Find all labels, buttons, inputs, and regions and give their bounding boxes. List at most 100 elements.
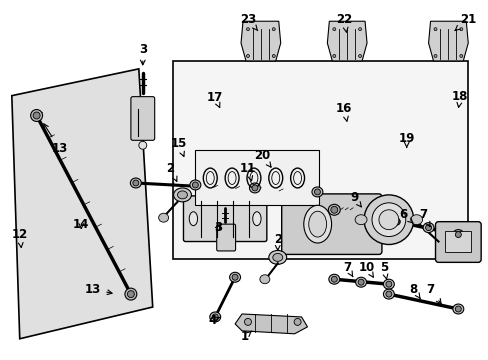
Text: 7: 7 [343, 261, 352, 277]
FancyBboxPatch shape [183, 196, 266, 242]
Text: 6: 6 [399, 208, 412, 223]
Ellipse shape [252, 212, 261, 226]
Text: 11: 11 [239, 162, 256, 181]
Ellipse shape [355, 277, 366, 287]
FancyBboxPatch shape [131, 96, 154, 140]
Ellipse shape [212, 314, 218, 320]
Text: 19: 19 [398, 132, 414, 148]
Ellipse shape [173, 188, 191, 202]
Text: 13: 13 [43, 124, 67, 155]
Polygon shape [326, 21, 366, 61]
Text: 18: 18 [451, 90, 468, 107]
Ellipse shape [357, 279, 364, 285]
Ellipse shape [459, 54, 462, 58]
Ellipse shape [454, 231, 460, 238]
Polygon shape [241, 21, 280, 61]
Ellipse shape [330, 206, 337, 213]
Ellipse shape [452, 230, 463, 239]
Ellipse shape [268, 251, 286, 264]
Ellipse shape [358, 28, 361, 31]
Ellipse shape [139, 141, 146, 149]
Text: 23: 23 [239, 13, 257, 31]
Ellipse shape [246, 54, 249, 58]
Polygon shape [235, 314, 307, 334]
Text: 14: 14 [73, 218, 89, 231]
Ellipse shape [177, 191, 187, 199]
FancyBboxPatch shape [216, 224, 235, 251]
Ellipse shape [385, 281, 391, 287]
Ellipse shape [272, 28, 275, 31]
Ellipse shape [327, 204, 340, 215]
Ellipse shape [331, 276, 337, 282]
Ellipse shape [425, 225, 431, 231]
Text: 3: 3 [139, 42, 146, 65]
Ellipse shape [364, 195, 413, 244]
FancyBboxPatch shape [281, 194, 381, 255]
Ellipse shape [371, 203, 405, 237]
Text: 2: 2 [273, 233, 281, 250]
Ellipse shape [272, 253, 282, 261]
Text: 16: 16 [335, 102, 352, 121]
FancyBboxPatch shape [435, 222, 480, 262]
Bar [195, 150, 319, 205]
Text: 4: 4 [208, 314, 219, 327]
Polygon shape [427, 21, 468, 61]
Ellipse shape [232, 274, 238, 280]
Ellipse shape [314, 189, 320, 195]
Ellipse shape [158, 213, 168, 222]
Ellipse shape [410, 215, 422, 225]
Bar [172, 61, 468, 260]
Ellipse shape [189, 180, 201, 190]
Ellipse shape [383, 289, 393, 299]
Text: 13: 13 [85, 283, 112, 296]
Ellipse shape [354, 215, 366, 225]
Ellipse shape [124, 288, 137, 300]
Ellipse shape [308, 211, 326, 237]
Ellipse shape [251, 185, 257, 191]
Ellipse shape [328, 274, 339, 284]
Ellipse shape [272, 54, 275, 58]
Text: 12: 12 [12, 228, 28, 247]
Polygon shape [12, 69, 152, 339]
Ellipse shape [332, 54, 335, 58]
Ellipse shape [311, 187, 322, 197]
Ellipse shape [385, 291, 391, 297]
Ellipse shape [383, 279, 393, 289]
Text: 9: 9 [349, 192, 361, 207]
Ellipse shape [33, 112, 40, 119]
Text: 7: 7 [419, 208, 429, 227]
Ellipse shape [422, 223, 433, 233]
Ellipse shape [133, 180, 139, 186]
Ellipse shape [209, 312, 220, 322]
Ellipse shape [459, 28, 462, 31]
Ellipse shape [127, 291, 134, 298]
Ellipse shape [192, 182, 198, 188]
Ellipse shape [246, 28, 249, 31]
Text: 3: 3 [214, 221, 222, 234]
Ellipse shape [393, 219, 399, 225]
Text: 15: 15 [170, 137, 186, 157]
Ellipse shape [249, 183, 260, 193]
Ellipse shape [378, 210, 398, 230]
Ellipse shape [130, 178, 141, 188]
Ellipse shape [31, 109, 42, 121]
Ellipse shape [259, 275, 269, 284]
Ellipse shape [293, 319, 301, 325]
Text: 7: 7 [426, 283, 440, 304]
Ellipse shape [244, 319, 251, 325]
Ellipse shape [433, 54, 436, 58]
Text: 2: 2 [166, 162, 177, 181]
Text: 10: 10 [358, 261, 374, 277]
Ellipse shape [390, 216, 402, 227]
Ellipse shape [332, 28, 335, 31]
Text: 17: 17 [207, 91, 223, 108]
Ellipse shape [452, 304, 463, 314]
Text: 5: 5 [379, 261, 387, 279]
Text: 1: 1 [241, 330, 251, 343]
Ellipse shape [189, 212, 197, 226]
Ellipse shape [433, 28, 436, 31]
Ellipse shape [390, 217, 402, 227]
Text: 8: 8 [409, 283, 419, 298]
Bar [445, 231, 470, 252]
Ellipse shape [358, 54, 361, 58]
